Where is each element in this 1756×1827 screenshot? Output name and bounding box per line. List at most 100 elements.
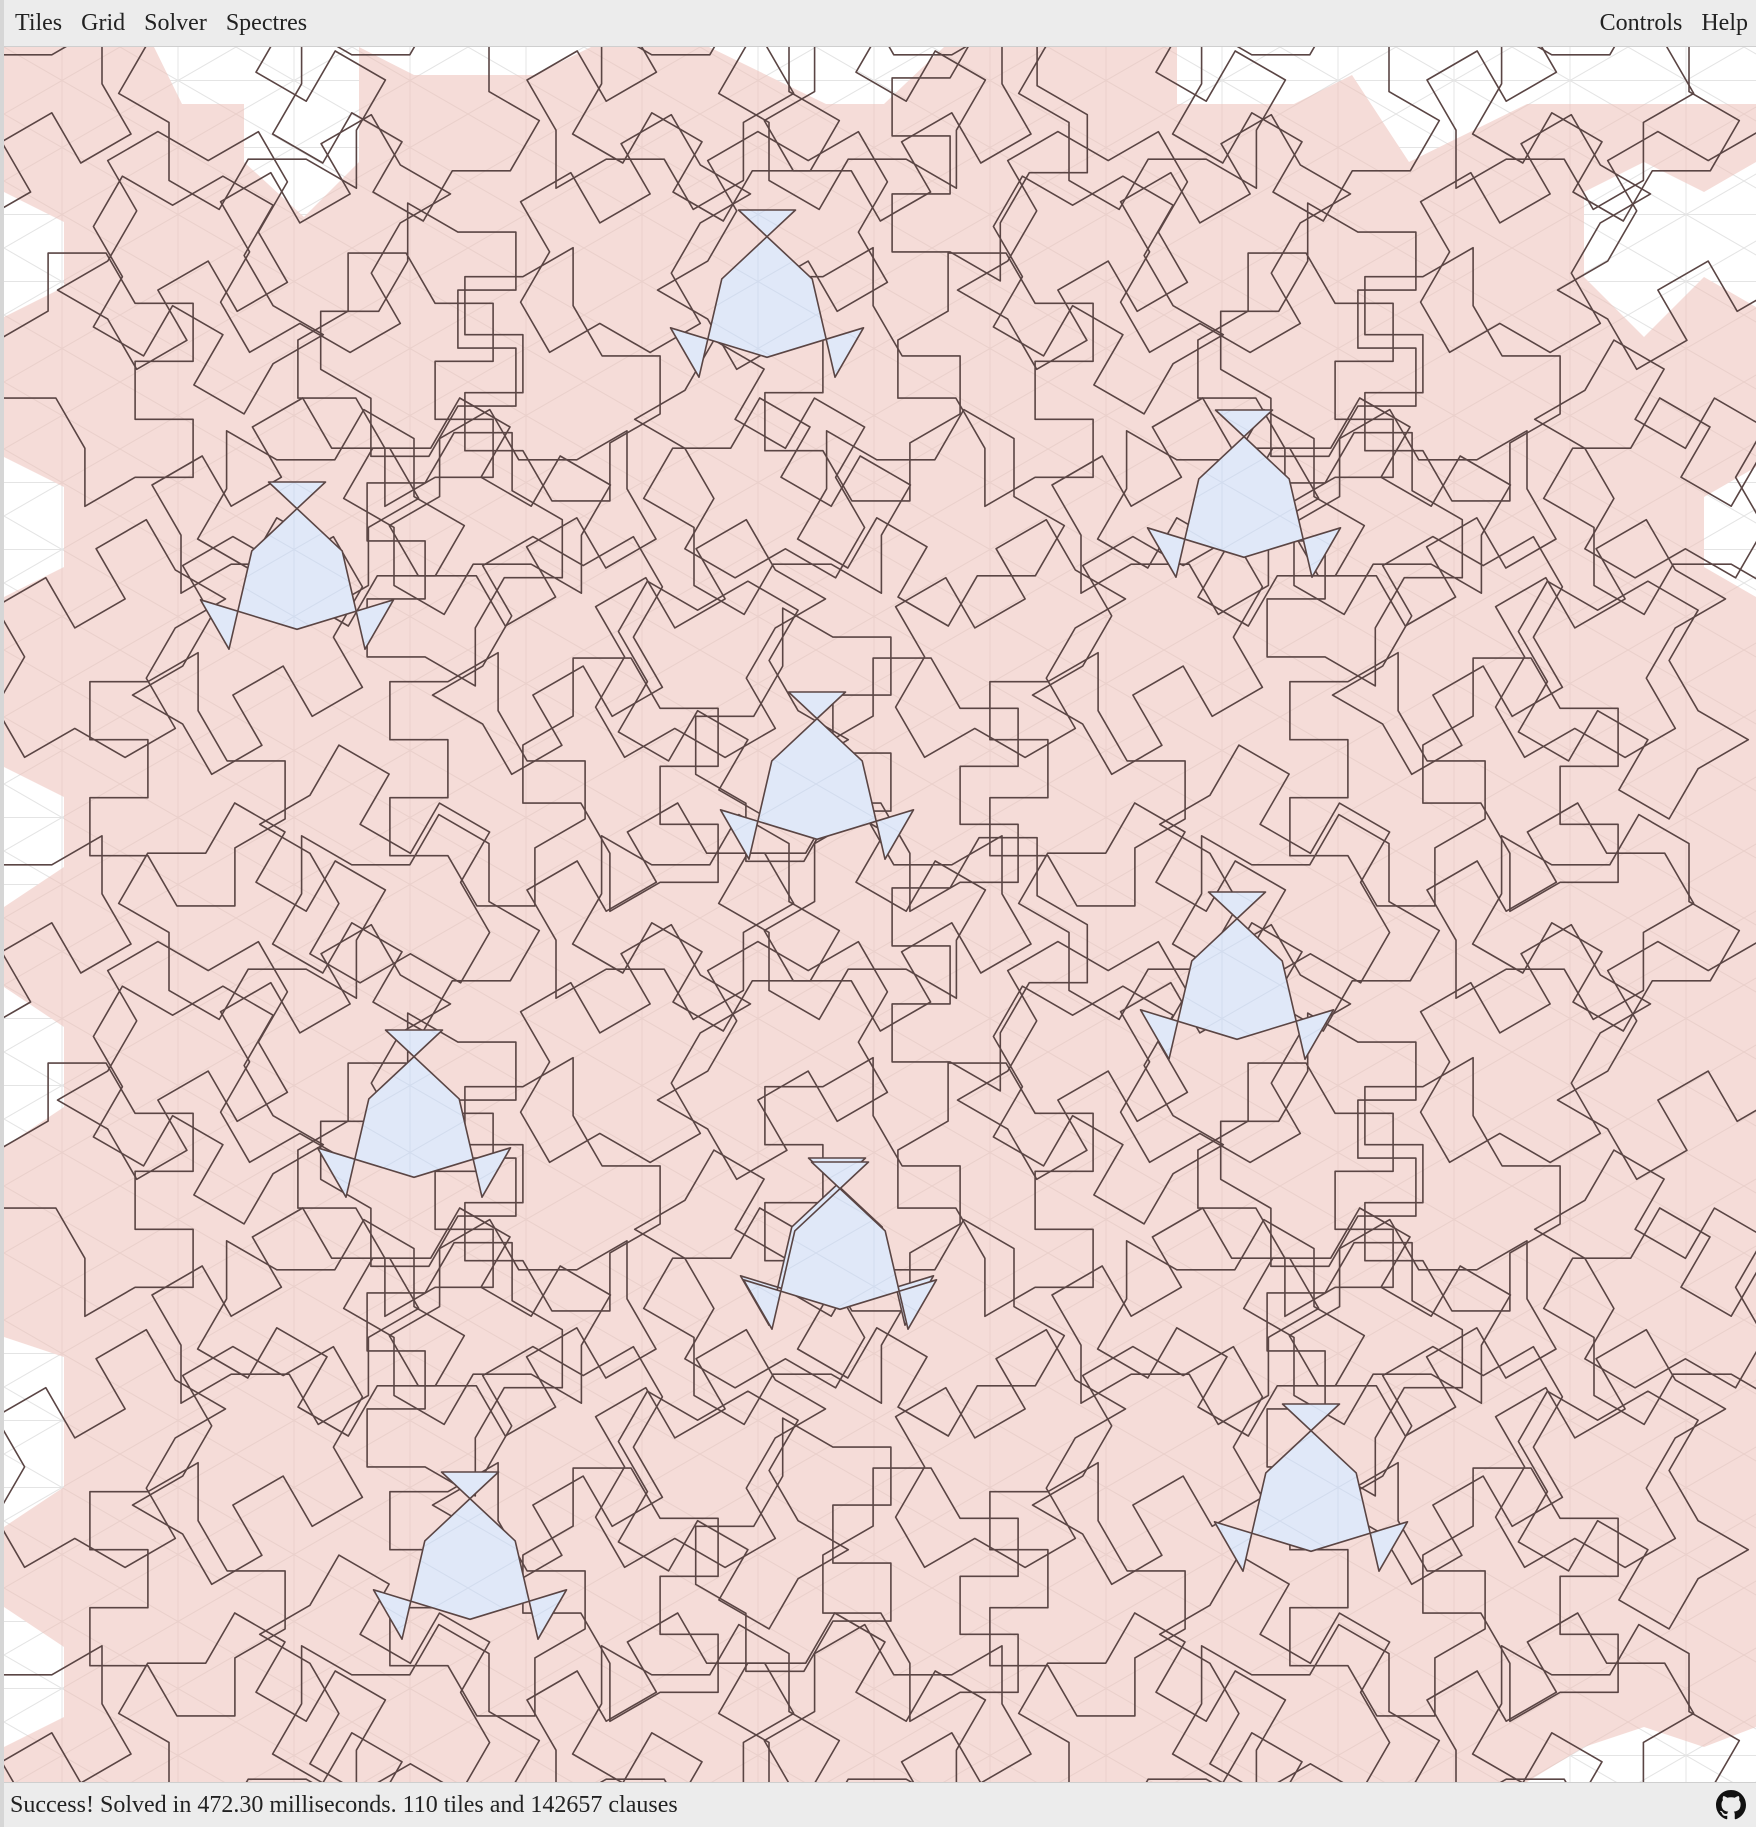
tile-outline — [526, 1612, 795, 1782]
tile-outline — [642, 397, 912, 616]
tile-outline — [89, 651, 286, 907]
tile-outline — [1242, 397, 1512, 616]
tiling-canvas[interactable] — [4, 47, 1756, 1782]
tile-outline — [89, 1461, 286, 1717]
tile-outline — [1471, 1623, 1741, 1782]
github-icon[interactable] — [1714, 1788, 1748, 1822]
highlighted-tile — [742, 1161, 938, 1330]
tile-outline — [117, 47, 387, 211]
tile-outline — [1017, 802, 1287, 1021]
tile-outline — [258, 1554, 491, 1782]
tile-outline — [571, 47, 841, 222]
tile-outline — [594, 1328, 827, 1569]
tile-outline — [464, 1056, 661, 1312]
tile-outline — [1051, 1207, 1320, 1426]
highlighted-tile — [372, 1471, 568, 1640]
tile-outline — [1542, 1207, 1756, 1426]
tile-outline — [196, 1218, 466, 1437]
tile-outline — [319, 202, 517, 458]
tile-outline — [763, 1623, 1032, 1782]
highlighted-tile — [669, 209, 865, 378]
tile-outline — [796, 408, 1066, 627]
tile-outline — [258, 744, 491, 984]
tile-outline — [522, 657, 719, 913]
status-bar: Success! Solved in 472.30 milliseconds. … — [4, 1782, 1756, 1827]
tile-outline — [1017, 47, 1287, 211]
tile-outline — [151, 1207, 420, 1426]
tile-outline — [1017, 1612, 1287, 1782]
tile-outline — [694, 1417, 892, 1673]
highlighted-tile — [199, 481, 395, 650]
tile-outline — [897, 1062, 1094, 1318]
tile-outline — [1426, 1612, 1695, 1782]
tile-outline — [642, 1207, 912, 1426]
tile-outline — [1171, 813, 1441, 1032]
tile-outline — [656, 940, 889, 1181]
tile-outline — [1096, 408, 1366, 627]
tile-coverage — [4, 47, 1756, 1782]
tile-outline — [1533, 1149, 1756, 1389]
tile-outline — [1197, 252, 1394, 508]
tile-outline — [717, 1612, 987, 1782]
tile-outline — [1051, 397, 1320, 616]
menu-spectres[interactable]: Spectres — [225, 9, 308, 36]
menu-help[interactable]: Help — [1701, 9, 1748, 36]
tile-outline — [822, 1467, 1019, 1723]
menu-controls[interactable]: Controls — [1599, 9, 1683, 36]
highlighted-tile — [719, 691, 915, 860]
tile-outline — [92, 175, 325, 415]
tile-outline — [4, 1328, 227, 1569]
menu-left: Tiles Grid Solver Spectres — [4, 0, 315, 46]
tile-outline — [891, 47, 1089, 282]
tile-outline — [519, 923, 752, 1164]
tiling-drawing[interactable] — [4, 47, 1756, 1782]
tile-outline — [1119, 923, 1352, 1164]
tile-outline — [1364, 246, 1561, 502]
tile-outline — [297, 252, 494, 508]
tile-outline — [1158, 1554, 1391, 1782]
tile-outline — [796, 1218, 1066, 1437]
tile-outline — [1171, 47, 1441, 222]
tile-outline — [342, 1207, 612, 1426]
tile-outline — [1331, 535, 1564, 776]
tile-outline — [992, 985, 1225, 1225]
github-icon-graphic — [1716, 1790, 1746, 1820]
tile-outline — [1289, 651, 1486, 907]
tile-outline — [717, 47, 987, 211]
tile-outline — [271, 1623, 541, 1782]
tile-outline — [956, 940, 1189, 1181]
highlight-layer — [199, 209, 1409, 1640]
tile-outline — [1494, 1328, 1727, 1569]
tile-outline — [1533, 339, 1756, 579]
tile-outline — [1471, 813, 1741, 1032]
tile-outline — [366, 431, 564, 687]
tile-outline — [1331, 1345, 1564, 1586]
tile-outline — [56, 130, 289, 371]
tile-outline — [4, 518, 227, 759]
tile-outline — [366, 1241, 564, 1497]
tile-outline — [389, 1461, 586, 1717]
tile-outline — [891, 836, 1089, 1092]
tile-outline — [992, 175, 1225, 415]
tile-outline — [1171, 1623, 1441, 1782]
tile-outline — [1364, 1056, 1561, 1312]
status-message: Success! Solved in 472.30 milliseconds. … — [10, 1791, 678, 1818]
tile-outline — [4, 252, 194, 508]
tile-outline — [571, 1623, 841, 1782]
menu-right: Controls Help — [1589, 0, 1756, 46]
tile-outline — [594, 518, 827, 759]
tile-outline — [1219, 202, 1417, 458]
menu-grid[interactable]: Grid — [81, 9, 126, 36]
tile-outline — [1556, 940, 1756, 1181]
tile-outline — [989, 1461, 1186, 1717]
tile-outline — [92, 985, 325, 1225]
tile-outline — [764, 1056, 961, 1312]
tile-outline — [1517, 580, 1750, 820]
tile-outline — [131, 1345, 364, 1586]
tile-outline — [271, 47, 541, 222]
tile-outline — [4, 1645, 132, 1782]
menu-solver[interactable]: Solver — [144, 9, 207, 36]
tile-outline — [1556, 130, 1756, 371]
tile-outline — [389, 651, 586, 907]
menu-tiles[interactable]: Tiles — [15, 9, 63, 36]
